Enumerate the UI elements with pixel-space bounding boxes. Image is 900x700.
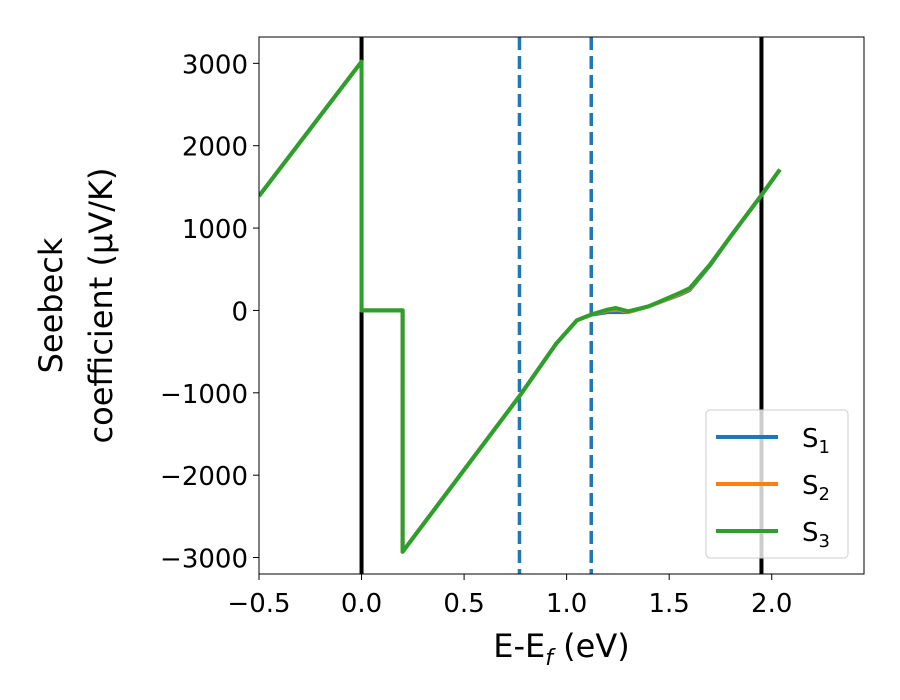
y-tick-label: 2000	[182, 133, 248, 163]
x-axis: −0.5 0.0 0.5 1.0 1.5 2.0	[227, 574, 792, 619]
y-axis-label-line1: Seebeck	[32, 237, 70, 373]
y-tick-label: 3000	[182, 50, 248, 80]
x-tick-label: −0.5	[227, 589, 290, 619]
legend-label-2: S2	[802, 471, 830, 505]
x-tick-label: 0.5	[443, 589, 484, 619]
x-tick-label: 1.0	[546, 589, 587, 619]
y-tick-label: 1000	[182, 215, 248, 245]
y-tick-label: −2000	[160, 462, 248, 492]
series-line-3	[259, 59, 782, 554]
x-tick-label: 1.5	[648, 589, 689, 619]
y-tick-label: −1000	[160, 380, 248, 410]
x-tick-label: 0.0	[341, 589, 382, 619]
legend-label-1: S1	[802, 424, 830, 458]
x-tick-label: 2.0	[751, 589, 792, 619]
y-axis: −3000 −2000 −1000 0 1000 2000 3000	[160, 50, 259, 575]
y-tick-label: 0	[231, 297, 248, 327]
plot-frame	[258, 36, 865, 575]
legend: S1 S2 S3	[705, 409, 849, 559]
legend-label-3: S3	[802, 518, 830, 552]
plot-content	[259, 37, 782, 574]
y-axis-label-line2: coefficient (μV/K)	[82, 168, 120, 444]
x-axis-label: E-Ef (eV)	[493, 627, 629, 671]
y-tick-label: −3000	[160, 545, 248, 575]
